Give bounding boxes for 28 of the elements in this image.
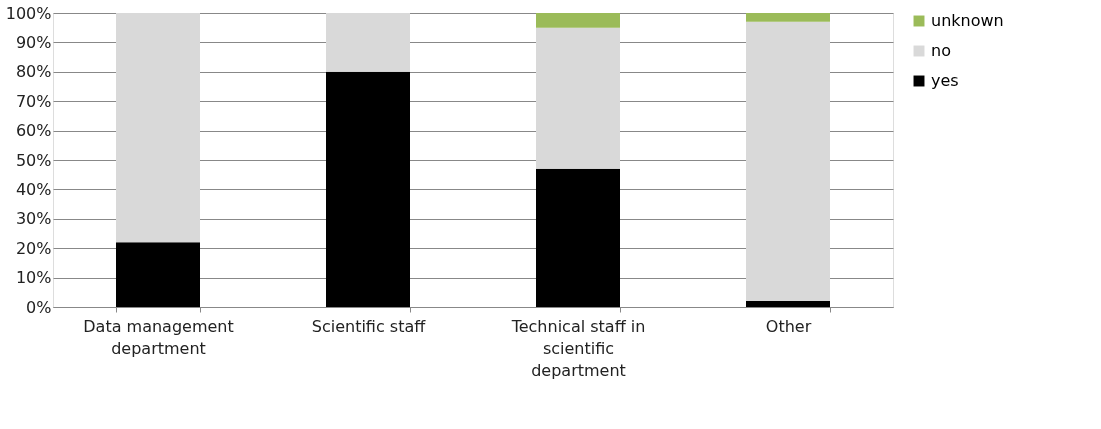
x-tick-label: Data management department xyxy=(83,316,234,358)
bar xyxy=(746,21,830,302)
y-tick-label: 50% xyxy=(15,150,52,170)
y-tick-label: 30% xyxy=(15,209,52,229)
bar xyxy=(326,13,410,72)
legend-label: no xyxy=(931,41,951,60)
bar xyxy=(536,13,620,28)
bar xyxy=(746,13,830,22)
y-tick-label: 0% xyxy=(26,297,52,317)
x-tick-label: Scientific staff xyxy=(311,316,427,336)
y-tick-label: 20% xyxy=(15,238,52,258)
bar xyxy=(536,168,620,307)
bar xyxy=(116,242,200,307)
legend-label: yes xyxy=(931,71,959,90)
y-tick-label: 60% xyxy=(15,121,52,141)
legend-label: unknown xyxy=(931,11,1004,30)
y-tick-label: 90% xyxy=(15,32,52,52)
bar xyxy=(326,71,410,307)
y-tick-label: 70% xyxy=(15,91,52,111)
bar xyxy=(536,27,620,169)
y-tick-label: 40% xyxy=(15,179,52,199)
x-tick-label: Other xyxy=(765,316,812,336)
y-tick-label: 10% xyxy=(15,268,52,288)
y-tick-label: 80% xyxy=(15,62,52,82)
bar xyxy=(116,13,200,243)
bar xyxy=(746,301,830,307)
x-tick-label: Technical staff in scientific department xyxy=(510,316,646,380)
y-tick-label: 100% xyxy=(5,3,52,23)
